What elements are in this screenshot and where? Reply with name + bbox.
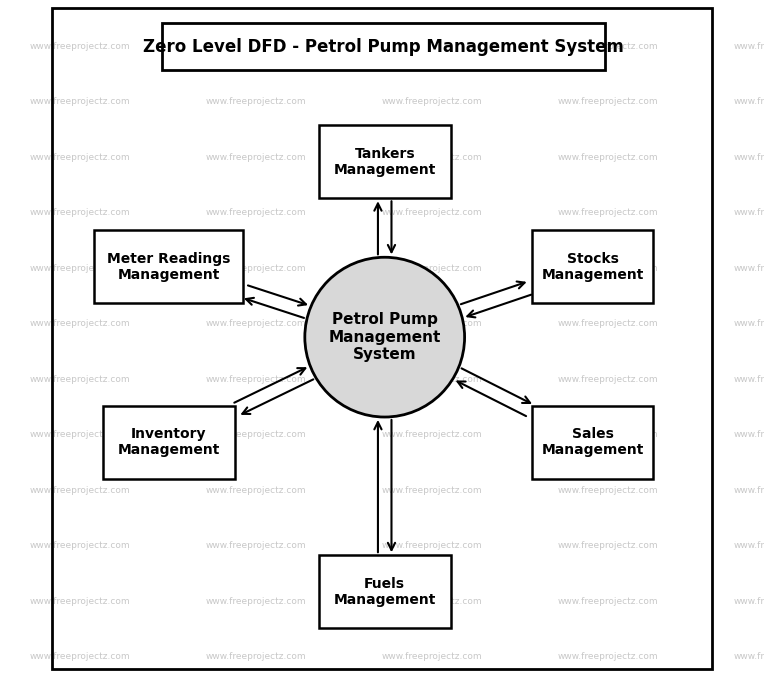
- FancyBboxPatch shape: [319, 125, 451, 198]
- Text: www.freeprojectz.com: www.freeprojectz.com: [382, 208, 483, 217]
- Text: www.freeprojectz.com: www.freeprojectz.com: [734, 97, 764, 106]
- Text: www.freeprojectz.com: www.freeprojectz.com: [206, 541, 306, 550]
- Text: www.freeprojectz.com: www.freeprojectz.com: [382, 541, 483, 550]
- Text: Meter Readings
Management: Meter Readings Management: [107, 252, 231, 282]
- Text: www.freeprojectz.com: www.freeprojectz.com: [30, 319, 131, 328]
- Text: www.freeprojectz.com: www.freeprojectz.com: [30, 430, 131, 439]
- Text: www.freeprojectz.com: www.freeprojectz.com: [206, 152, 306, 162]
- Text: www.freeprojectz.com: www.freeprojectz.com: [30, 152, 131, 162]
- Text: Inventory
Management: Inventory Management: [118, 427, 220, 457]
- Text: www.freeprojectz.com: www.freeprojectz.com: [206, 485, 306, 495]
- FancyBboxPatch shape: [94, 230, 243, 303]
- Text: www.freeprojectz.com: www.freeprojectz.com: [30, 596, 131, 606]
- Text: Tankers
Management: Tankers Management: [334, 147, 436, 177]
- Text: www.freeprojectz.com: www.freeprojectz.com: [558, 541, 659, 550]
- Text: Zero Level DFD - Petrol Pump Management System: Zero Level DFD - Petrol Pump Management …: [144, 38, 624, 56]
- Text: Petrol Pump
Management
System: Petrol Pump Management System: [329, 312, 441, 362]
- Text: www.freeprojectz.com: www.freeprojectz.com: [558, 263, 659, 273]
- Text: www.freeprojectz.com: www.freeprojectz.com: [734, 152, 764, 162]
- Text: www.freeprojectz.com: www.freeprojectz.com: [734, 652, 764, 661]
- Text: www.freeprojectz.com: www.freeprojectz.com: [206, 596, 306, 606]
- Text: www.freeprojectz.com: www.freeprojectz.com: [206, 208, 306, 217]
- Text: www.freeprojectz.com: www.freeprojectz.com: [558, 596, 659, 606]
- Text: www.freeprojectz.com: www.freeprojectz.com: [734, 430, 764, 439]
- Text: www.freeprojectz.com: www.freeprojectz.com: [558, 485, 659, 495]
- Text: www.freeprojectz.com: www.freeprojectz.com: [734, 541, 764, 550]
- Text: www.freeprojectz.com: www.freeprojectz.com: [206, 41, 306, 51]
- Text: www.freeprojectz.com: www.freeprojectz.com: [30, 263, 131, 273]
- Text: www.freeprojectz.com: www.freeprojectz.com: [558, 430, 659, 439]
- FancyBboxPatch shape: [532, 406, 653, 479]
- Text: www.freeprojectz.com: www.freeprojectz.com: [558, 41, 659, 51]
- Text: www.freeprojectz.com: www.freeprojectz.com: [30, 208, 131, 217]
- Text: www.freeprojectz.com: www.freeprojectz.com: [734, 485, 764, 495]
- Text: www.freeprojectz.com: www.freeprojectz.com: [206, 374, 306, 384]
- Text: www.freeprojectz.com: www.freeprojectz.com: [382, 97, 483, 106]
- Text: www.freeprojectz.com: www.freeprojectz.com: [558, 374, 659, 384]
- Text: www.freeprojectz.com: www.freeprojectz.com: [382, 596, 483, 606]
- Text: www.freeprojectz.com: www.freeprojectz.com: [382, 374, 483, 384]
- Text: www.freeprojectz.com: www.freeprojectz.com: [30, 485, 131, 495]
- FancyBboxPatch shape: [319, 555, 451, 628]
- Text: www.freeprojectz.com: www.freeprojectz.com: [558, 152, 659, 162]
- Text: www.freeprojectz.com: www.freeprojectz.com: [734, 208, 764, 217]
- Text: www.freeprojectz.com: www.freeprojectz.com: [206, 263, 306, 273]
- Text: www.freeprojectz.com: www.freeprojectz.com: [734, 41, 764, 51]
- Text: www.freeprojectz.com: www.freeprojectz.com: [734, 319, 764, 328]
- Text: www.freeprojectz.com: www.freeprojectz.com: [30, 374, 131, 384]
- Text: www.freeprojectz.com: www.freeprojectz.com: [30, 97, 131, 106]
- Text: www.freeprojectz.com: www.freeprojectz.com: [206, 97, 306, 106]
- Text: www.freeprojectz.com: www.freeprojectz.com: [382, 41, 483, 51]
- Text: www.freeprojectz.com: www.freeprojectz.com: [206, 319, 306, 328]
- Text: www.freeprojectz.com: www.freeprojectz.com: [558, 208, 659, 217]
- Text: www.freeprojectz.com: www.freeprojectz.com: [382, 263, 483, 273]
- Text: www.freeprojectz.com: www.freeprojectz.com: [382, 430, 483, 439]
- Text: Sales
Management: Sales Management: [542, 427, 644, 457]
- Text: www.freeprojectz.com: www.freeprojectz.com: [734, 596, 764, 606]
- Text: www.freeprojectz.com: www.freeprojectz.com: [30, 652, 131, 661]
- Text: www.freeprojectz.com: www.freeprojectz.com: [382, 485, 483, 495]
- Text: www.freeprojectz.com: www.freeprojectz.com: [382, 652, 483, 661]
- Text: www.freeprojectz.com: www.freeprojectz.com: [558, 97, 659, 106]
- FancyBboxPatch shape: [532, 230, 653, 303]
- Text: www.freeprojectz.com: www.freeprojectz.com: [30, 541, 131, 550]
- Text: www.freeprojectz.com: www.freeprojectz.com: [734, 263, 764, 273]
- Text: www.freeprojectz.com: www.freeprojectz.com: [30, 41, 131, 51]
- Text: www.freeprojectz.com: www.freeprojectz.com: [558, 652, 659, 661]
- FancyBboxPatch shape: [102, 406, 235, 479]
- Text: www.freeprojectz.com: www.freeprojectz.com: [734, 374, 764, 384]
- Text: www.freeprojectz.com: www.freeprojectz.com: [206, 652, 306, 661]
- FancyBboxPatch shape: [162, 23, 605, 70]
- Text: www.freeprojectz.com: www.freeprojectz.com: [206, 430, 306, 439]
- Circle shape: [305, 257, 465, 417]
- Text: www.freeprojectz.com: www.freeprojectz.com: [382, 319, 483, 328]
- Text: www.freeprojectz.com: www.freeprojectz.com: [558, 319, 659, 328]
- Text: Fuels
Management: Fuels Management: [334, 577, 436, 607]
- Text: www.freeprojectz.com: www.freeprojectz.com: [382, 152, 483, 162]
- Text: Stocks
Management: Stocks Management: [542, 252, 644, 282]
